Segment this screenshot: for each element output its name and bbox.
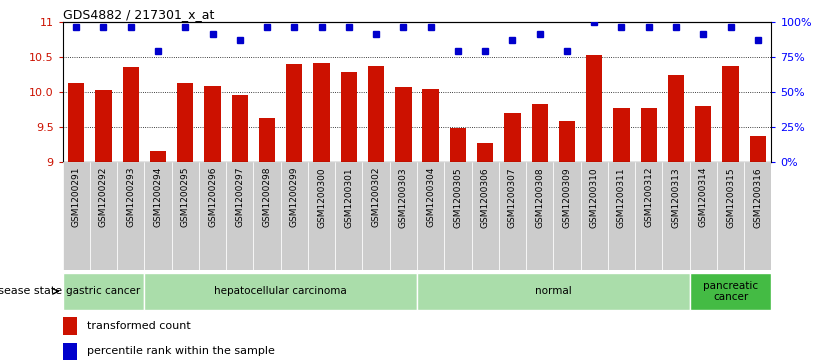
- Text: GSM1200291: GSM1200291: [72, 167, 81, 228]
- Text: percentile rank within the sample: percentile rank within the sample: [88, 346, 275, 356]
- Bar: [172, 162, 198, 270]
- Bar: [750, 136, 766, 162]
- Text: GSM1200295: GSM1200295: [181, 167, 190, 228]
- Text: GSM1200310: GSM1200310: [590, 167, 599, 228]
- Bar: [662, 162, 690, 270]
- Bar: [722, 66, 739, 162]
- Bar: [695, 106, 711, 162]
- Text: GSM1200294: GSM1200294: [153, 167, 163, 227]
- Bar: [744, 162, 771, 270]
- Bar: [450, 128, 466, 162]
- Text: GSM1200309: GSM1200309: [562, 167, 571, 228]
- Bar: [471, 162, 499, 270]
- Text: GSM1200299: GSM1200299: [289, 167, 299, 228]
- Bar: [417, 162, 445, 270]
- Bar: [259, 118, 275, 162]
- Text: GSM1200298: GSM1200298: [263, 167, 272, 228]
- Bar: [477, 143, 494, 162]
- Bar: [335, 162, 363, 270]
- Text: gastric cancer: gastric cancer: [67, 286, 141, 296]
- Bar: [363, 162, 389, 270]
- Bar: [63, 273, 144, 310]
- Bar: [690, 162, 717, 270]
- Text: GSM1200315: GSM1200315: [726, 167, 735, 228]
- Bar: [117, 162, 144, 270]
- Text: GSM1200314: GSM1200314: [699, 167, 708, 228]
- Text: GSM1200300: GSM1200300: [317, 167, 326, 228]
- Bar: [308, 162, 335, 270]
- Bar: [505, 113, 520, 162]
- Bar: [613, 108, 630, 162]
- Text: GSM1200306: GSM1200306: [480, 167, 490, 228]
- Bar: [717, 162, 744, 270]
- Bar: [281, 162, 308, 270]
- Bar: [608, 162, 636, 270]
- Bar: [423, 89, 439, 162]
- Text: GDS4882 / 217301_x_at: GDS4882 / 217301_x_at: [63, 8, 214, 21]
- Text: GSM1200302: GSM1200302: [372, 167, 380, 228]
- Text: pancreatic
cancer: pancreatic cancer: [703, 281, 758, 302]
- Bar: [636, 162, 662, 270]
- Bar: [144, 273, 417, 310]
- Text: GSM1200308: GSM1200308: [535, 167, 545, 228]
- Bar: [417, 273, 690, 310]
- Bar: [198, 162, 226, 270]
- Bar: [144, 162, 172, 270]
- Text: transformed count: transformed count: [88, 321, 191, 331]
- Bar: [389, 162, 417, 270]
- Bar: [204, 86, 221, 162]
- Bar: [286, 64, 303, 162]
- Text: GSM1200312: GSM1200312: [644, 167, 653, 228]
- Text: GSM1200296: GSM1200296: [208, 167, 217, 228]
- Text: GSM1200301: GSM1200301: [344, 167, 354, 228]
- Text: GSM1200304: GSM1200304: [426, 167, 435, 228]
- Bar: [641, 108, 657, 162]
- Text: GSM1200305: GSM1200305: [454, 167, 462, 228]
- Bar: [123, 67, 139, 162]
- Bar: [586, 54, 602, 162]
- Bar: [232, 95, 248, 162]
- Text: GSM1200316: GSM1200316: [753, 167, 762, 228]
- Text: hepatocellular carcinoma: hepatocellular carcinoma: [214, 286, 347, 296]
- Bar: [368, 66, 384, 162]
- Bar: [314, 63, 329, 162]
- Bar: [340, 72, 357, 162]
- Bar: [690, 273, 771, 310]
- Text: GSM1200307: GSM1200307: [508, 167, 517, 228]
- Bar: [580, 162, 608, 270]
- Bar: [668, 75, 684, 162]
- Bar: [553, 162, 580, 270]
- Text: normal: normal: [535, 286, 571, 296]
- Text: GSM1200311: GSM1200311: [617, 167, 626, 228]
- Text: disease state: disease state: [0, 286, 63, 296]
- Bar: [68, 82, 84, 162]
- Bar: [559, 121, 575, 162]
- Bar: [395, 87, 411, 162]
- Text: GSM1200292: GSM1200292: [99, 167, 108, 227]
- Text: GSM1200313: GSM1200313: [671, 167, 681, 228]
- Bar: [63, 317, 77, 335]
- Bar: [177, 83, 193, 162]
- Bar: [63, 162, 90, 270]
- Bar: [95, 90, 112, 162]
- Text: GSM1200293: GSM1200293: [126, 167, 135, 228]
- Bar: [254, 162, 281, 270]
- Bar: [526, 162, 553, 270]
- Text: GSM1200303: GSM1200303: [399, 167, 408, 228]
- Bar: [90, 162, 117, 270]
- Text: GSM1200297: GSM1200297: [235, 167, 244, 228]
- Bar: [63, 343, 77, 360]
- Bar: [499, 162, 526, 270]
- Bar: [150, 151, 166, 162]
- Bar: [226, 162, 254, 270]
- Bar: [531, 104, 548, 162]
- Bar: [445, 162, 471, 270]
